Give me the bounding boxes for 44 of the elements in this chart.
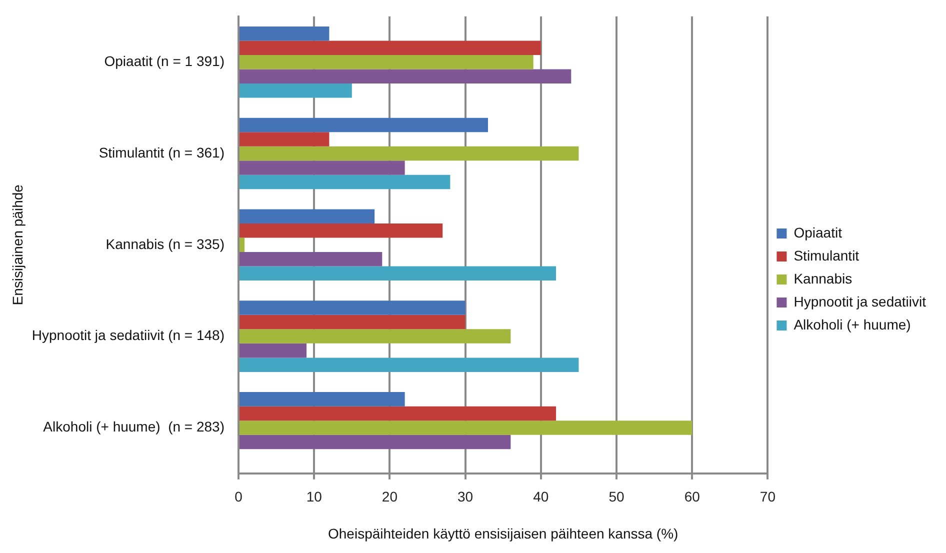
- bar: [240, 300, 466, 315]
- bar: [240, 343, 307, 358]
- legend-label: Opiaatit: [794, 224, 842, 240]
- y-tick-label: Stimulantit (n = 361): [98, 144, 224, 160]
- x-tick-label: 30: [458, 488, 474, 505]
- bar: [240, 26, 330, 41]
- bar: [240, 358, 579, 372]
- bar: [240, 54, 534, 70]
- x-tick-label: 10: [306, 488, 322, 505]
- bar: [240, 406, 556, 421]
- bar: [240, 83, 352, 98]
- bar: [240, 252, 382, 266]
- x-tick-label: 20: [382, 488, 398, 505]
- bar: [240, 329, 511, 344]
- legend-label: Stimulantit: [794, 247, 860, 264]
- x-tick-label: 70: [760, 488, 776, 505]
- bar: [240, 118, 488, 132]
- bar: [240, 266, 556, 281]
- bar: [240, 238, 245, 252]
- x-tick-label: 50: [608, 488, 625, 505]
- bar: [240, 174, 450, 190]
- x-tick-label: 60: [684, 488, 700, 505]
- x-tick-label: 0: [234, 488, 243, 505]
- y-axis-title: Ensisijainen päihde: [9, 184, 26, 306]
- bar: [240, 224, 443, 238]
- bar: [240, 69, 572, 84]
- x-axis-title: Oheispäihteiden käyttö ensisijaisen päihteen kanssa (%): [328, 525, 678, 542]
- legend-label: Alkoholi (+ huume): [794, 316, 911, 332]
- y-tick-label: Hypnootit ja sedatiivit (n = 148): [32, 327, 224, 344]
- bar: [240, 392, 405, 406]
- bar: [240, 146, 579, 161]
- bar: [240, 209, 375, 224]
- legend-label: Kannabis: [794, 270, 852, 286]
- bar: [240, 434, 511, 450]
- bar: [240, 314, 466, 330]
- y-tick-label: Opiaatit (n = 1 391): [104, 52, 224, 69]
- x-tick-label: 40: [533, 488, 549, 505]
- y-tick-label: Alkoholi (+ huume) (n = 283): [43, 418, 224, 435]
- bar: [240, 40, 541, 55]
- bar: [240, 132, 330, 146]
- y-tick-label: Kannabis (n = 335): [106, 236, 224, 252]
- bar: [240, 160, 405, 175]
- bar: [240, 420, 692, 435]
- legend-label: Hypnootit ja sedatiivit: [794, 293, 926, 310]
